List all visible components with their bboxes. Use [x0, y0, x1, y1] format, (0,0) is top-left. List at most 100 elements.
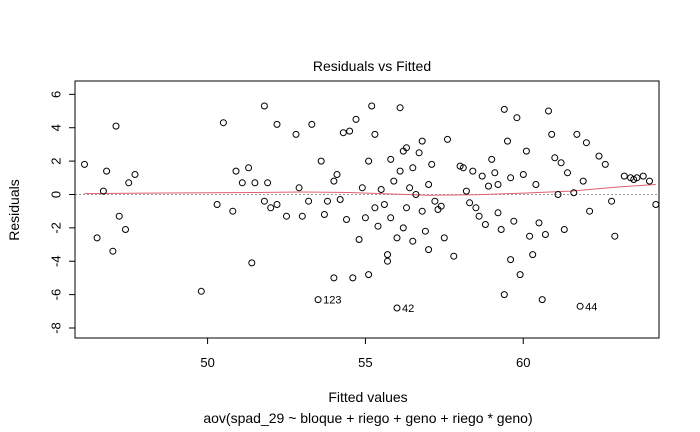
y-tick-label: -6 — [49, 289, 64, 301]
residual-point — [494, 181, 502, 188]
residual-point — [355, 236, 363, 243]
residual-point — [245, 164, 253, 172]
y-tick-label: -4 — [49, 255, 64, 267]
residual-point — [393, 304, 401, 312]
residual-point — [472, 204, 480, 212]
residual-point — [103, 167, 111, 175]
residual-point — [620, 172, 628, 180]
residual-point — [122, 226, 129, 233]
residual-point — [478, 172, 486, 180]
residual-point — [579, 177, 587, 185]
residual-point — [639, 172, 647, 180]
residual-point — [374, 222, 382, 230]
residual-point — [450, 252, 458, 260]
residual-point — [415, 149, 423, 157]
residual-point — [570, 189, 578, 197]
residual-point — [418, 137, 426, 145]
residual-point — [267, 204, 275, 212]
residual-point — [491, 169, 499, 177]
y-tick-label: 2 — [49, 157, 64, 164]
residual-point — [396, 104, 404, 112]
residual-point — [425, 181, 433, 188]
point-label: 42 — [402, 303, 414, 315]
residual-point — [260, 197, 268, 205]
residual-point — [115, 212, 123, 220]
residual-point — [564, 169, 571, 177]
residual-point — [380, 201, 388, 208]
residual-point — [535, 219, 543, 227]
residual-point — [305, 197, 313, 205]
residual-point — [248, 259, 256, 267]
residual-point — [125, 179, 133, 187]
residual-point — [387, 155, 395, 163]
residual-point — [418, 207, 426, 215]
residual-point — [481, 221, 489, 228]
residual-point — [513, 114, 521, 122]
residual-point — [519, 171, 527, 178]
point-label: 44 — [585, 301, 597, 313]
residual-point — [601, 160, 609, 168]
residual-point — [431, 197, 439, 205]
residual-point — [494, 209, 502, 217]
residual-point — [652, 201, 660, 208]
model-formula: aov(spad_29 ~ bloque + riego + geno + ri… — [203, 410, 532, 426]
residual-point — [390, 177, 398, 185]
residual-points — [81, 102, 660, 312]
residual-point — [582, 139, 590, 147]
residual-point — [232, 167, 240, 175]
chart-title: Residuals vs Fitted — [313, 58, 431, 74]
residual-point — [475, 212, 483, 220]
residual-point — [197, 287, 205, 295]
residual-point — [131, 171, 139, 178]
x-tick-label: 60 — [516, 355, 530, 370]
residual-point — [466, 199, 474, 207]
residual-point — [595, 152, 603, 160]
residual-point — [320, 211, 328, 218]
residual-point — [586, 207, 594, 215]
residual-point — [349, 274, 357, 282]
y-tick-label: 6 — [48, 91, 63, 98]
residual-point — [459, 164, 467, 172]
residual-point — [283, 212, 290, 220]
x-axis-label: Fitted values — [328, 389, 407, 405]
plot-frame — [74, 80, 660, 339]
residual-point — [229, 207, 237, 215]
residual-point — [361, 214, 369, 222]
residual-point — [393, 234, 401, 242]
residual-point — [368, 102, 376, 110]
residual-point — [403, 204, 410, 212]
residual-point — [526, 232, 534, 240]
residual-point — [264, 179, 272, 187]
residual-point — [576, 302, 584, 310]
y-tick-label: -2 — [48, 222, 63, 234]
x-tick-label: 50 — [200, 355, 214, 370]
residual-point — [365, 157, 373, 165]
residual-point — [99, 187, 107, 195]
residual-point — [507, 256, 515, 264]
residual-point — [343, 216, 350, 223]
residual-point — [611, 232, 619, 240]
residual-point — [330, 177, 338, 185]
residual-point — [406, 184, 414, 192]
residual-point — [308, 120, 316, 128]
residual-point — [507, 174, 515, 182]
residual-point — [109, 247, 117, 255]
y-tick-label: 0 — [48, 191, 63, 198]
residual-point — [428, 160, 436, 168]
residual-point — [497, 226, 505, 233]
residual-point — [384, 257, 391, 265]
residual-point — [384, 251, 391, 259]
residual-point — [371, 204, 379, 212]
residual-point — [412, 191, 420, 198]
residual-point — [545, 107, 552, 115]
residual-point — [365, 271, 373, 279]
residual-point — [339, 129, 347, 137]
residual-point — [93, 234, 101, 242]
residual-point — [314, 296, 322, 304]
y-axis: -8 -6 -4 -2 0 2 4 6 — [48, 91, 76, 334]
residual-point — [440, 234, 448, 242]
residual-point — [551, 154, 559, 162]
residual-point — [485, 182, 492, 190]
residual-point — [336, 196, 344, 203]
